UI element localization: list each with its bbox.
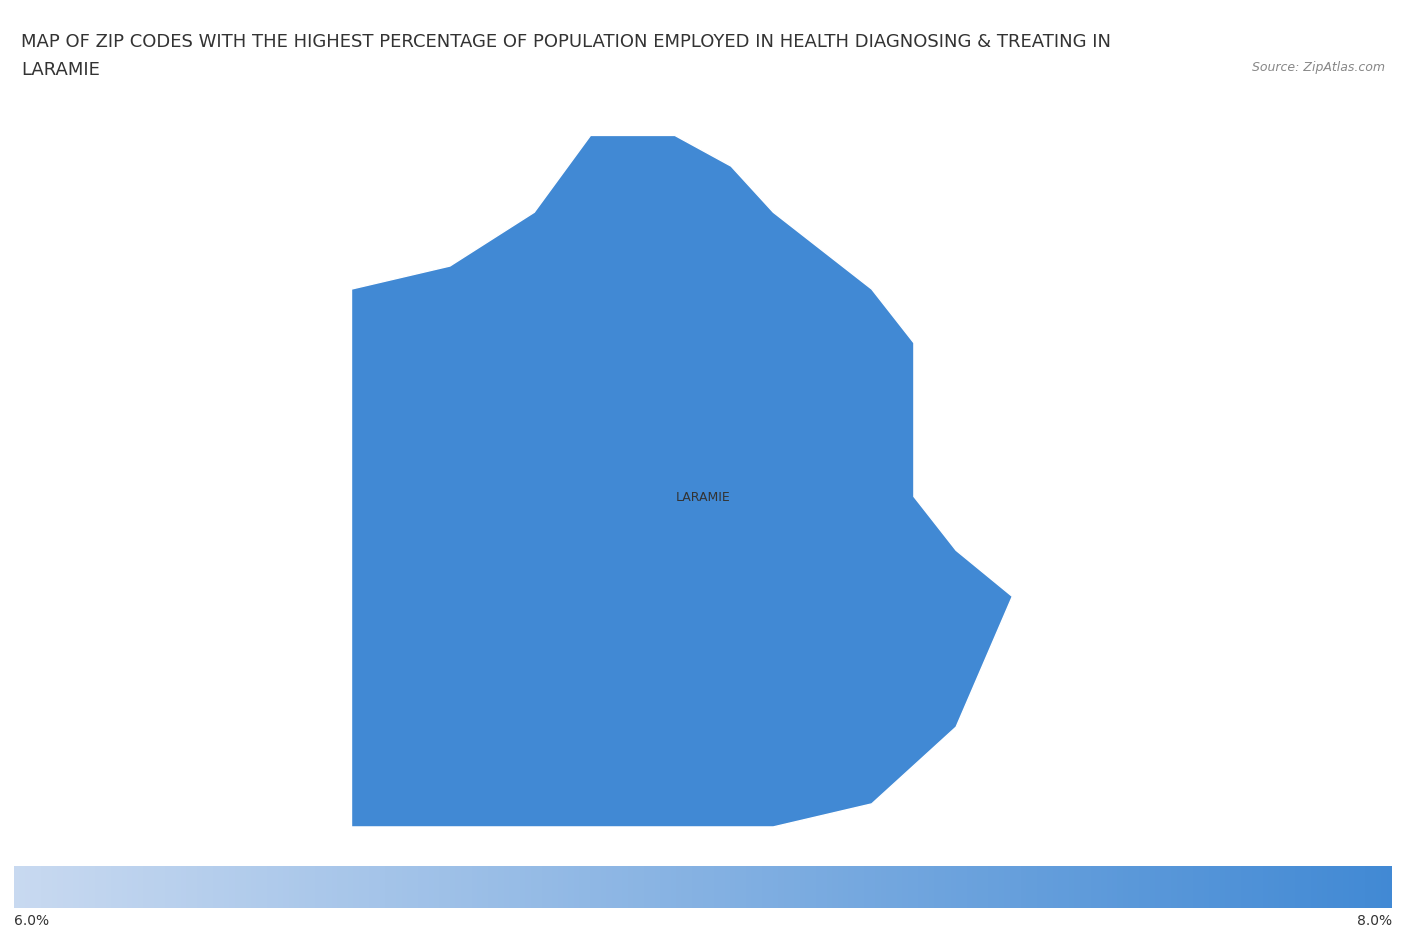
Text: 6.0%: 6.0%: [14, 913, 49, 927]
Polygon shape: [352, 137, 1012, 827]
Text: Source: ZipAtlas.com: Source: ZipAtlas.com: [1251, 61, 1385, 74]
Text: LARAMIE: LARAMIE: [21, 61, 100, 79]
Text: MAP OF ZIP CODES WITH THE HIGHEST PERCENTAGE OF POPULATION EMPLOYED IN HEALTH DI: MAP OF ZIP CODES WITH THE HIGHEST PERCEN…: [21, 33, 1111, 51]
Text: LARAMIE: LARAMIE: [676, 490, 730, 504]
Text: 8.0%: 8.0%: [1357, 913, 1392, 927]
